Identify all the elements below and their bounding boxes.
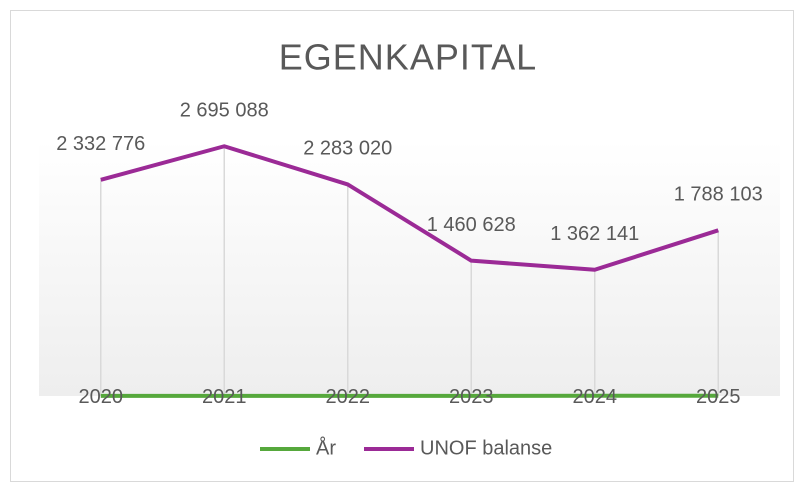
data-label: 2021 [202, 386, 247, 408]
data-label: 2023 [449, 386, 494, 408]
plot-background [39, 140, 780, 396]
series-line [100, 144, 719, 272]
data-label: 2 283 020 [303, 138, 392, 160]
data-label: 2024 [573, 386, 618, 408]
data-label: 2020 [79, 386, 124, 408]
data-label: 1 460 628 [427, 214, 516, 236]
data-label: 2025 [696, 386, 741, 408]
data-label: 2 695 088 [180, 100, 269, 122]
chart-title: EGENKAPITAL [279, 37, 537, 78]
data-label: 2 332 776 [56, 133, 145, 155]
data-label: 1 362 141 [550, 223, 639, 245]
legend-label: UNOF balanse [420, 437, 552, 459]
legend-label: År [316, 436, 336, 459]
data-label: 2022 [326, 386, 371, 408]
data-label: 1 788 103 [674, 184, 763, 206]
